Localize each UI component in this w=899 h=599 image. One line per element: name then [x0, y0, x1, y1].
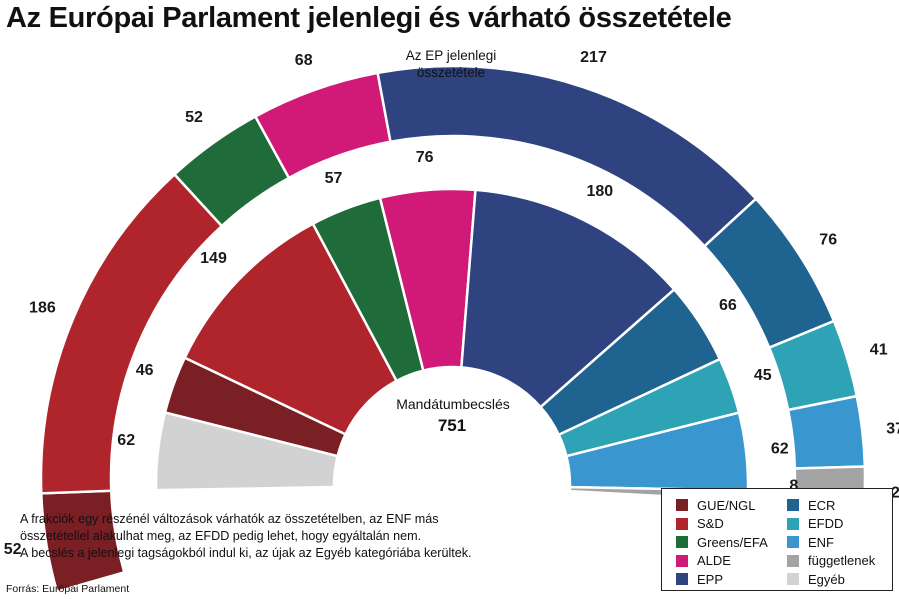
- legend-swatch: [676, 573, 688, 585]
- footnote-line-1: A frakciók egy részénél változások várha…: [20, 512, 439, 526]
- outer-value-label-efdd: 41: [870, 341, 888, 358]
- legend-item-epp: EPP: [676, 571, 723, 587]
- outer-value-label-f-ggetlenek: 21: [891, 484, 899, 501]
- legend-item-ecr: ECR: [787, 497, 835, 513]
- legend-item-greens-efa: Greens/EFA: [676, 534, 768, 550]
- outer-value-label-ecr: 76: [819, 232, 837, 249]
- footnote-line-3: A becslés a jelenlegi tagságokból indul …: [20, 546, 472, 560]
- legend-swatch: [787, 554, 799, 567]
- footnote-line-2: összetétellel alakulhat meg, az EFDD ped…: [20, 529, 422, 543]
- outer-ring-label-line2: összetétele: [417, 65, 485, 80]
- legend-label: EFDD: [808, 516, 844, 531]
- inner-value-label-greens-efa: 57: [325, 170, 343, 187]
- legend-item-sandd: S&D: [676, 516, 724, 532]
- inner-value-label-egy-b: 62: [117, 432, 135, 449]
- legend-swatch: [787, 573, 799, 585]
- legend-swatch: [676, 517, 688, 530]
- legend-item-enf: ENF: [787, 534, 834, 550]
- inner-value-label-epp: 180: [586, 183, 613, 200]
- legend-label: ENF: [808, 534, 834, 550]
- legend-swatch: [676, 554, 688, 567]
- legend-label: Egyéb: [808, 571, 845, 587]
- inner-ring: [154, 187, 750, 502]
- outer-value-label-enf: 37: [886, 420, 899, 437]
- legend-item-f-ggetlenek: függetlenek: [787, 553, 875, 569]
- legend-swatch: [676, 536, 688, 548]
- footnote: A frakciók egy részénél változások várha…: [20, 511, 640, 562]
- legend-label: Greens/EFA: [697, 534, 768, 550]
- inner-value-label-enf: 62: [771, 440, 789, 457]
- legend-swatch: [787, 517, 799, 530]
- inner-value-label-gue-ngl: 46: [136, 362, 154, 379]
- center-value: 751: [438, 416, 466, 435]
- legend-swatch: [787, 499, 799, 511]
- source-note: Forrás: Európai Parlament: [6, 583, 130, 595]
- legend-label: ALDE: [697, 553, 731, 568]
- inner-segment-sandd: [183, 222, 399, 436]
- inner-value-label-efdd: 45: [754, 367, 772, 384]
- outer-segment-enf: [786, 394, 867, 470]
- legend-label: S&D: [697, 516, 724, 531]
- legend-label: függetlenek: [808, 553, 876, 568]
- outer-value-label-alde: 68: [295, 52, 313, 69]
- inner-value-label-f-ggetlenek: 8: [789, 478, 798, 495]
- value-labels: 52 186 52 68 217 76 41 37 21 62 46 149 57 76 180 66 45 62…: [4, 49, 899, 558]
- legend-label: GUE/NGL: [697, 497, 756, 513]
- outer-value-label-epp: 217: [580, 49, 607, 66]
- legend-item-alde: ALDE: [676, 553, 731, 569]
- outer-value-label-gue-ngl: 52: [4, 541, 22, 558]
- chart-title: Az Európai Parlament jelenlegi és várhat…: [6, 2, 732, 34]
- inner-value-label-alde: 76: [416, 149, 434, 166]
- center-label: Mandátumbecslés: [396, 396, 510, 412]
- legend-item-gue-ngl: GUE/NGL: [676, 497, 756, 513]
- legend: GUE/NGL S&D Greens/EFA ALDE EPP ECR EFDD ENF füg…: [661, 488, 893, 591]
- legend-item-efdd: EFDD: [787, 516, 843, 532]
- outer-value-label-greens-efa: 52: [185, 109, 203, 126]
- legend-swatch: [787, 536, 799, 548]
- outer-ring-label-line1: Az EP jelenlegi: [406, 48, 497, 63]
- legend-swatch: [676, 499, 688, 511]
- inner-segment-epp: [460, 188, 676, 409]
- outer-value-label-sandd: 186: [29, 300, 56, 317]
- inner-value-label-ecr: 66: [719, 297, 737, 314]
- legend-label: ECR: [808, 497, 836, 513]
- legend-label: EPP: [697, 571, 724, 587]
- inner-value-label-sandd: 149: [200, 250, 227, 267]
- legend-item-egy-b: Egyéb: [787, 571, 845, 587]
